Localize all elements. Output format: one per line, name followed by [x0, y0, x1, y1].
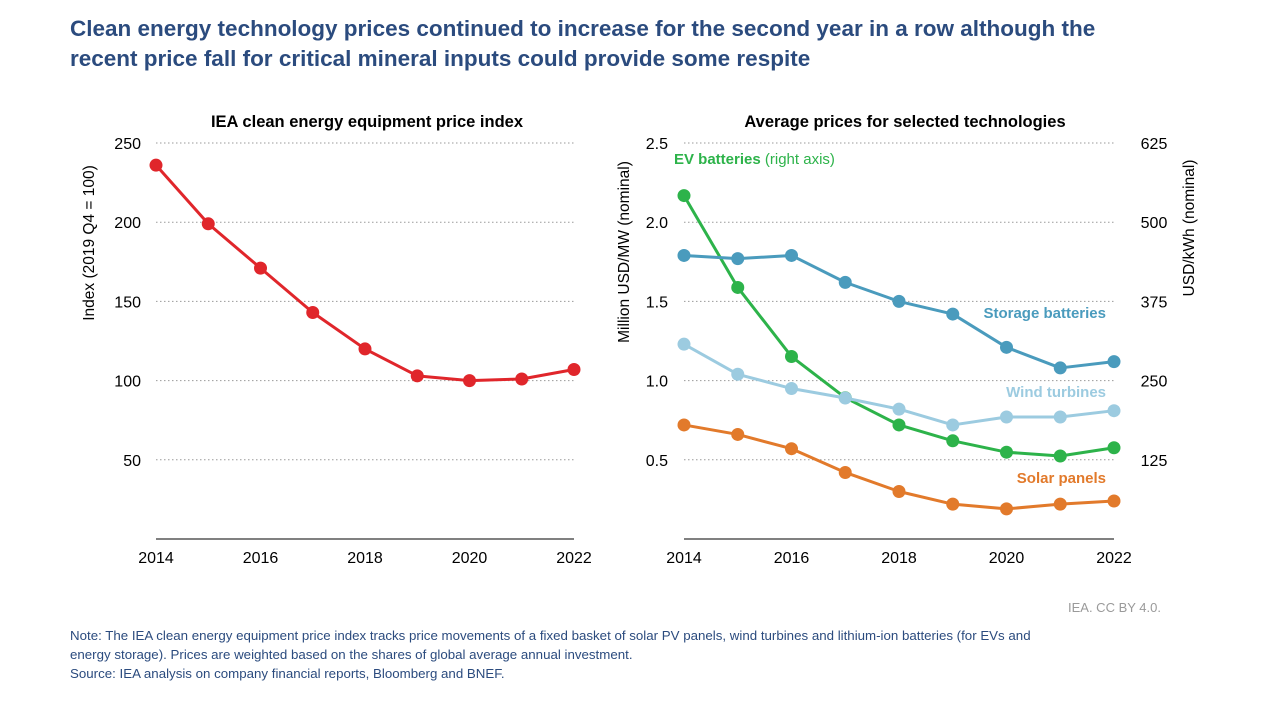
right-storage-batteries-point	[1000, 340, 1013, 354]
headline-line-2: recent price fall for critical mineral i…	[70, 46, 811, 71]
right-right-y-tick-label: 375	[1141, 294, 1168, 311]
legend-solar-panels: Solar panels	[1017, 470, 1106, 487]
source-line: Source: IEA analysis on company financia…	[70, 666, 505, 681]
legend-ev-batteries-suffix: (right axis)	[761, 151, 835, 168]
right-ev-batteries-point	[1000, 445, 1013, 459]
right-ev-batteries-point	[677, 189, 691, 203]
legend-ev-batteries: EV batteries (right axis)	[674, 151, 835, 168]
left-x-tick-label: 2020	[452, 550, 488, 567]
right-wind-turbines-point	[677, 337, 691, 351]
right-storage-batteries-point	[1053, 361, 1067, 375]
right-x-tick-labels: 2014 2016 2018 2020 2022	[666, 550, 1132, 567]
left-y-tick-label: 200	[114, 215, 141, 232]
right-left-axis-label: Million USD/MW (nominal)	[616, 161, 633, 343]
right-wind-turbines-point	[731, 367, 745, 381]
right-wind-turbines-point	[946, 418, 960, 432]
left-x-tick-label: 2022	[556, 550, 592, 567]
right-right-axis-label: USD/kWh (nominal)	[1181, 160, 1198, 297]
right-wind-turbines-point	[1107, 404, 1121, 418]
right-solar-panels-point	[731, 427, 745, 441]
right-right-y-tick-label: 250	[1141, 374, 1168, 391]
right-x-tick-label: 2018	[881, 550, 917, 567]
left-y-tick-label: 50	[123, 453, 141, 470]
right-ev-batteries-point	[1053, 449, 1067, 463]
left-index-point	[463, 374, 476, 388]
right-wind-turbines-point	[1000, 410, 1013, 424]
note-line-1: Note: The IEA clean energy equipment pri…	[70, 628, 1031, 643]
left-index-point	[254, 261, 267, 275]
left-index-point	[149, 158, 163, 172]
left-series	[149, 158, 581, 388]
left-y-tick-label: 250	[114, 136, 141, 153]
right-storage-batteries-point	[1107, 355, 1121, 369]
left-index-point	[567, 363, 581, 377]
right-solar-panels-point	[838, 465, 852, 479]
right-series	[677, 189, 1121, 516]
right-solar-panels-point	[785, 442, 798, 456]
technology-prices-chart: Average prices for selected technologies…	[616, 113, 1198, 567]
headline-line-1: Clean energy technology prices continued…	[70, 16, 1096, 41]
right-x-tick-label: 2014	[666, 550, 702, 567]
right-ev-batteries-point	[731, 280, 745, 294]
right-ev-batteries-point	[1107, 441, 1121, 455]
legend-storage-batteries: Storage batteries	[983, 305, 1106, 322]
headline: Clean energy technology prices continued…	[70, 14, 1250, 74]
right-ev-batteries-point	[946, 434, 960, 448]
credit-label: IEA. CC BY 4.0.	[1068, 600, 1161, 615]
right-y-tick-label: 2.0	[646, 215, 668, 232]
right-solar-panels-point	[946, 497, 960, 511]
left-index-point	[306, 305, 320, 319]
right-ev-batteries-point	[892, 418, 906, 432]
right-y-tick-label: 1.5	[646, 294, 668, 311]
right-y-tick-labels: 0.5 1.0 1.5 2.0 2.5	[646, 136, 668, 470]
right-ev-batteries-point	[785, 350, 798, 364]
right-chart-title: Average prices for selected technologies	[744, 113, 1065, 131]
right-y-tick-label: 0.5	[646, 453, 668, 470]
note-line-2: energy storage). Prices are weighted bas…	[70, 647, 633, 662]
right-y-tick-label: 2.5	[646, 136, 668, 153]
right-storage-batteries-point	[946, 307, 960, 321]
right-solar-panels-point	[1107, 494, 1121, 508]
right-solar-panels-point	[1000, 502, 1013, 516]
right-right-y-tick-label: 625	[1141, 136, 1168, 153]
price-index-chart: IEA clean energy equipment price index I…	[81, 113, 592, 567]
left-y-tick-label: 100	[114, 374, 141, 391]
right-x-tick-label: 2022	[1096, 550, 1132, 567]
right-storage-batteries-point	[677, 248, 691, 262]
right-wind-turbines-point	[1053, 410, 1067, 424]
right-solar-panels-point	[677, 418, 691, 432]
left-x-tick-label: 2018	[347, 550, 383, 567]
right-storage-batteries-point	[785, 248, 798, 262]
left-gridlines	[156, 142, 574, 461]
left-x-tick-label: 2014	[138, 550, 174, 567]
right-right-y-tick-label: 125	[1141, 453, 1168, 470]
legend-wind-turbines: Wind turbines	[1006, 384, 1106, 401]
left-y-axis-label: Index (2019 Q4 = 100)	[81, 165, 98, 321]
left-x-tick-label: 2016	[243, 550, 279, 567]
right-wind-turbines-point	[838, 391, 852, 405]
right-solar-panels-point	[1053, 497, 1067, 511]
left-x-tick-labels: 2014 2016 2018 2020 2022	[138, 550, 592, 567]
left-index-point	[201, 217, 215, 231]
right-right-y-tick-label: 500	[1141, 215, 1168, 232]
right-x-tick-label: 2016	[774, 550, 810, 567]
footnote: Note: The IEA clean energy equipment pri…	[70, 626, 1220, 683]
right-solar-panels-point	[892, 484, 906, 498]
left-chart-title: IEA clean energy equipment price index	[211, 113, 524, 131]
right-y-tick-label: 1.0	[646, 374, 668, 391]
right-storage-batteries-point	[731, 252, 745, 266]
left-index-point	[515, 372, 529, 386]
right-wind-turbines-point	[785, 382, 798, 396]
left-index-point	[358, 342, 372, 356]
right-storage-batteries-point	[892, 294, 906, 308]
left-y-tick-labels: 50 100 150 200 250	[114, 136, 141, 470]
left-index-point	[410, 369, 424, 383]
right-x-tick-label: 2020	[989, 550, 1025, 567]
right-wind-turbines-point	[892, 402, 906, 416]
right-storage-batteries-point	[838, 275, 852, 289]
left-y-tick-label: 150	[114, 294, 141, 311]
legend-ev-batteries-name: EV batteries	[674, 151, 761, 168]
right-secondary-y-tick-labels: 125 250 375 500 625	[1141, 136, 1168, 470]
